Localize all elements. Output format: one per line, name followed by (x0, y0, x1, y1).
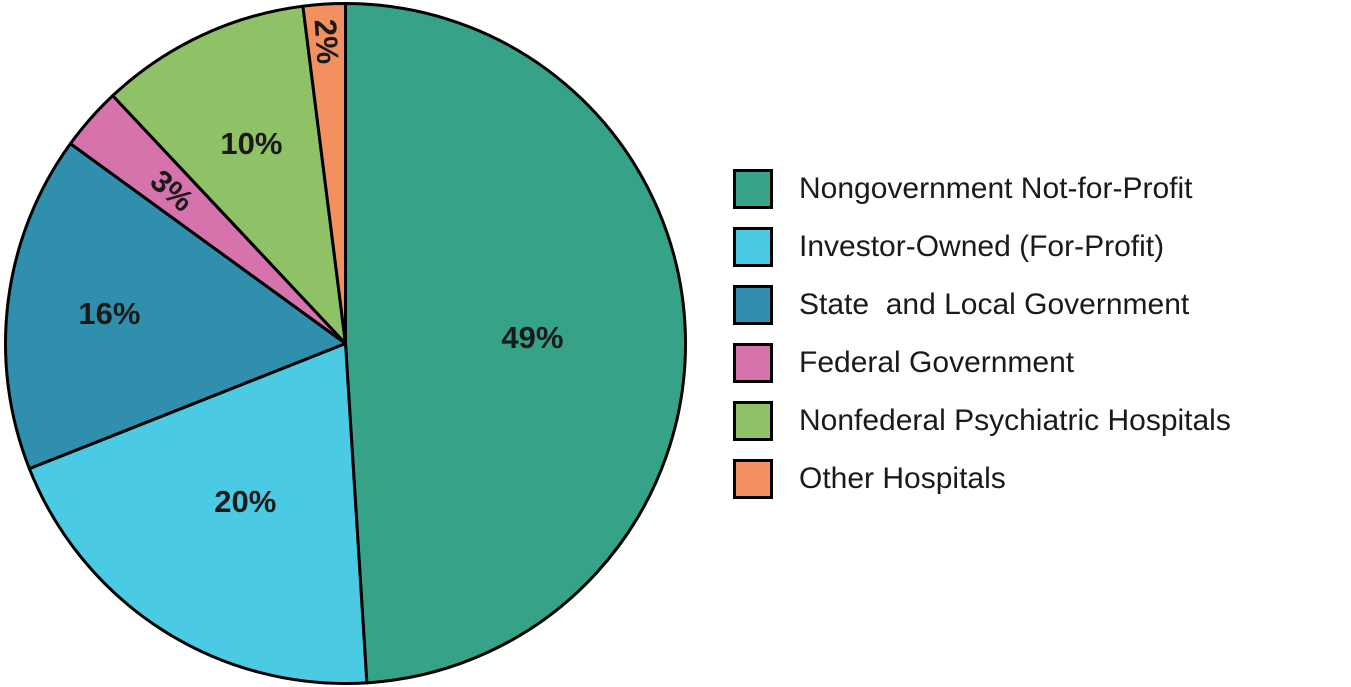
legend-item: Nongovernment Not-for-Profit (733, 169, 1231, 209)
legend-label: Investor-Owned (For-Profit) (799, 230, 1165, 263)
pie-chart: 49%20%16%3%10%2% (4, 2, 688, 685)
legend: Nongovernment Not-for-Profit Investor-Own… (733, 169, 1231, 499)
legend-item: State and Local Government (733, 285, 1231, 325)
legend-label: Other Hospitals (799, 462, 1006, 495)
legend-swatch (733, 169, 773, 209)
legend-item: Other Hospitals (733, 459, 1231, 499)
legend-swatch (733, 285, 773, 325)
legend-swatch (733, 343, 773, 383)
legend-label: Nongovernment Not-for-Profit (799, 172, 1193, 205)
pie-slice (111, 4, 347, 345)
slice-percentage-label: 10% (220, 126, 282, 161)
slice-percentage-label: 16% (78, 296, 140, 331)
pie-slice (4, 142, 347, 471)
legend-item: Nonfederal Psychiatric Hospitals (733, 401, 1231, 441)
legend-swatch (733, 459, 773, 499)
legend-label: State and Local Government (799, 288, 1190, 321)
legend-label: Federal Government (799, 346, 1075, 379)
pie-chart-area: 49% 20% 16% 3% 10% 2% (4, 2, 688, 685)
legend-label: Nonfederal Psychiatric Hospitals (799, 404, 1231, 437)
legend-swatch (733, 401, 773, 441)
slice-percentage-label: 2% (307, 18, 345, 65)
legend-swatch (733, 227, 773, 267)
slice-percentage-label: 20% (214, 484, 276, 519)
legend-item: Federal Government (733, 343, 1231, 383)
pie-slice (27, 342, 369, 685)
pie-slice (301, 2, 347, 345)
legend-item: Investor-Owned (For-Profit) (733, 227, 1231, 267)
slice-percentage-label: 49% (501, 320, 563, 355)
pie-slice (344, 2, 688, 685)
